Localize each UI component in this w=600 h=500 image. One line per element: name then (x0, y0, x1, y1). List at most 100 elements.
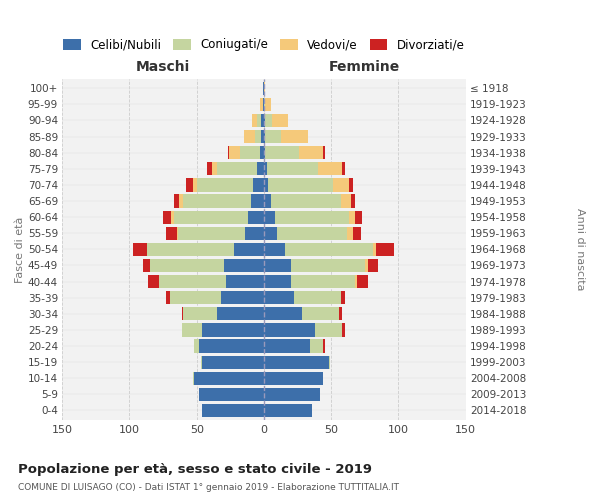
Bar (194, 372, 264, 385)
Bar (261, 114, 264, 127)
Bar (202, 404, 264, 417)
Bar (212, 162, 217, 175)
Bar (323, 340, 325, 352)
Bar (291, 275, 355, 288)
Text: COMUNE DI LUISAGO (CO) - Dati ISTAT 1° gennaio 2019 - Elaborazione TUTTITALIA.IT: COMUNE DI LUISAGO (CO) - Dati ISTAT 1° g… (18, 484, 399, 492)
Bar (176, 226, 178, 240)
Bar (260, 146, 264, 160)
Bar (199, 340, 264, 352)
Bar (264, 388, 320, 401)
Bar (329, 356, 330, 368)
Bar (264, 324, 315, 336)
Bar (291, 259, 365, 272)
Y-axis label: Fasce di età: Fasce di età (15, 216, 25, 282)
Bar (251, 194, 264, 207)
Bar (373, 242, 376, 256)
Bar (264, 226, 277, 240)
Bar (368, 259, 379, 272)
Bar (147, 242, 235, 256)
Bar (221, 291, 264, 304)
Bar (277, 226, 347, 240)
Bar (264, 130, 265, 143)
Bar (264, 372, 323, 385)
Bar (340, 307, 342, 320)
Bar (264, 291, 293, 304)
Bar (286, 242, 373, 256)
Bar (159, 275, 226, 288)
Bar (149, 259, 224, 272)
Bar (341, 194, 352, 207)
Bar (194, 340, 199, 352)
Bar (163, 210, 171, 224)
Bar (183, 307, 217, 320)
Bar (201, 356, 202, 368)
Bar (265, 114, 272, 127)
Bar (133, 242, 147, 256)
Bar (240, 146, 260, 160)
Bar (264, 275, 291, 288)
Bar (352, 194, 355, 207)
Bar (193, 178, 197, 192)
Bar (224, 259, 264, 272)
Bar (257, 114, 261, 127)
Bar (202, 324, 264, 336)
Bar (229, 146, 240, 160)
Text: Maschi: Maschi (136, 60, 190, 74)
Bar (264, 114, 265, 127)
Legend: Celibi/Nubili, Coniugati/e, Vedovi/e, Divorziati/e: Celibi/Nubili, Coniugati/e, Vedovi/e, Di… (63, 38, 464, 52)
Bar (357, 275, 368, 288)
Bar (179, 194, 183, 207)
Bar (299, 146, 323, 160)
Bar (171, 210, 174, 224)
Bar (272, 114, 288, 127)
Bar (182, 324, 202, 336)
Bar (264, 340, 310, 352)
Bar (264, 194, 271, 207)
Bar (244, 130, 254, 143)
Bar (355, 210, 362, 224)
Bar (170, 291, 221, 304)
Bar (257, 162, 264, 175)
Bar (217, 162, 257, 175)
Bar (183, 194, 251, 207)
Bar (281, 130, 308, 143)
Bar (315, 324, 342, 336)
Bar (268, 178, 332, 192)
Bar (271, 194, 341, 207)
Bar (235, 242, 264, 256)
Bar (208, 162, 212, 175)
Bar (264, 162, 266, 175)
Text: Femmine: Femmine (329, 60, 400, 74)
Bar (217, 307, 264, 320)
Bar (265, 130, 281, 143)
Bar (166, 226, 176, 240)
Bar (318, 162, 342, 175)
Bar (264, 259, 291, 272)
Bar (148, 275, 159, 288)
Bar (143, 259, 149, 272)
Bar (349, 178, 353, 192)
Bar (263, 98, 264, 111)
Bar (199, 388, 264, 401)
Bar (248, 210, 264, 224)
Bar (264, 242, 286, 256)
Bar (202, 356, 264, 368)
Bar (341, 291, 344, 304)
Bar (263, 82, 264, 95)
Bar (226, 275, 264, 288)
Bar (197, 178, 253, 192)
Bar (349, 210, 355, 224)
Bar (265, 98, 271, 111)
Bar (253, 178, 264, 192)
Bar (264, 82, 265, 95)
Bar (353, 226, 361, 240)
Bar (261, 130, 264, 143)
Bar (265, 146, 299, 160)
Bar (178, 226, 245, 240)
Y-axis label: Anni di nascita: Anni di nascita (575, 208, 585, 290)
Bar (275, 210, 349, 224)
Bar (376, 242, 394, 256)
Bar (342, 162, 344, 175)
Bar (293, 291, 341, 304)
Bar (174, 194, 179, 207)
